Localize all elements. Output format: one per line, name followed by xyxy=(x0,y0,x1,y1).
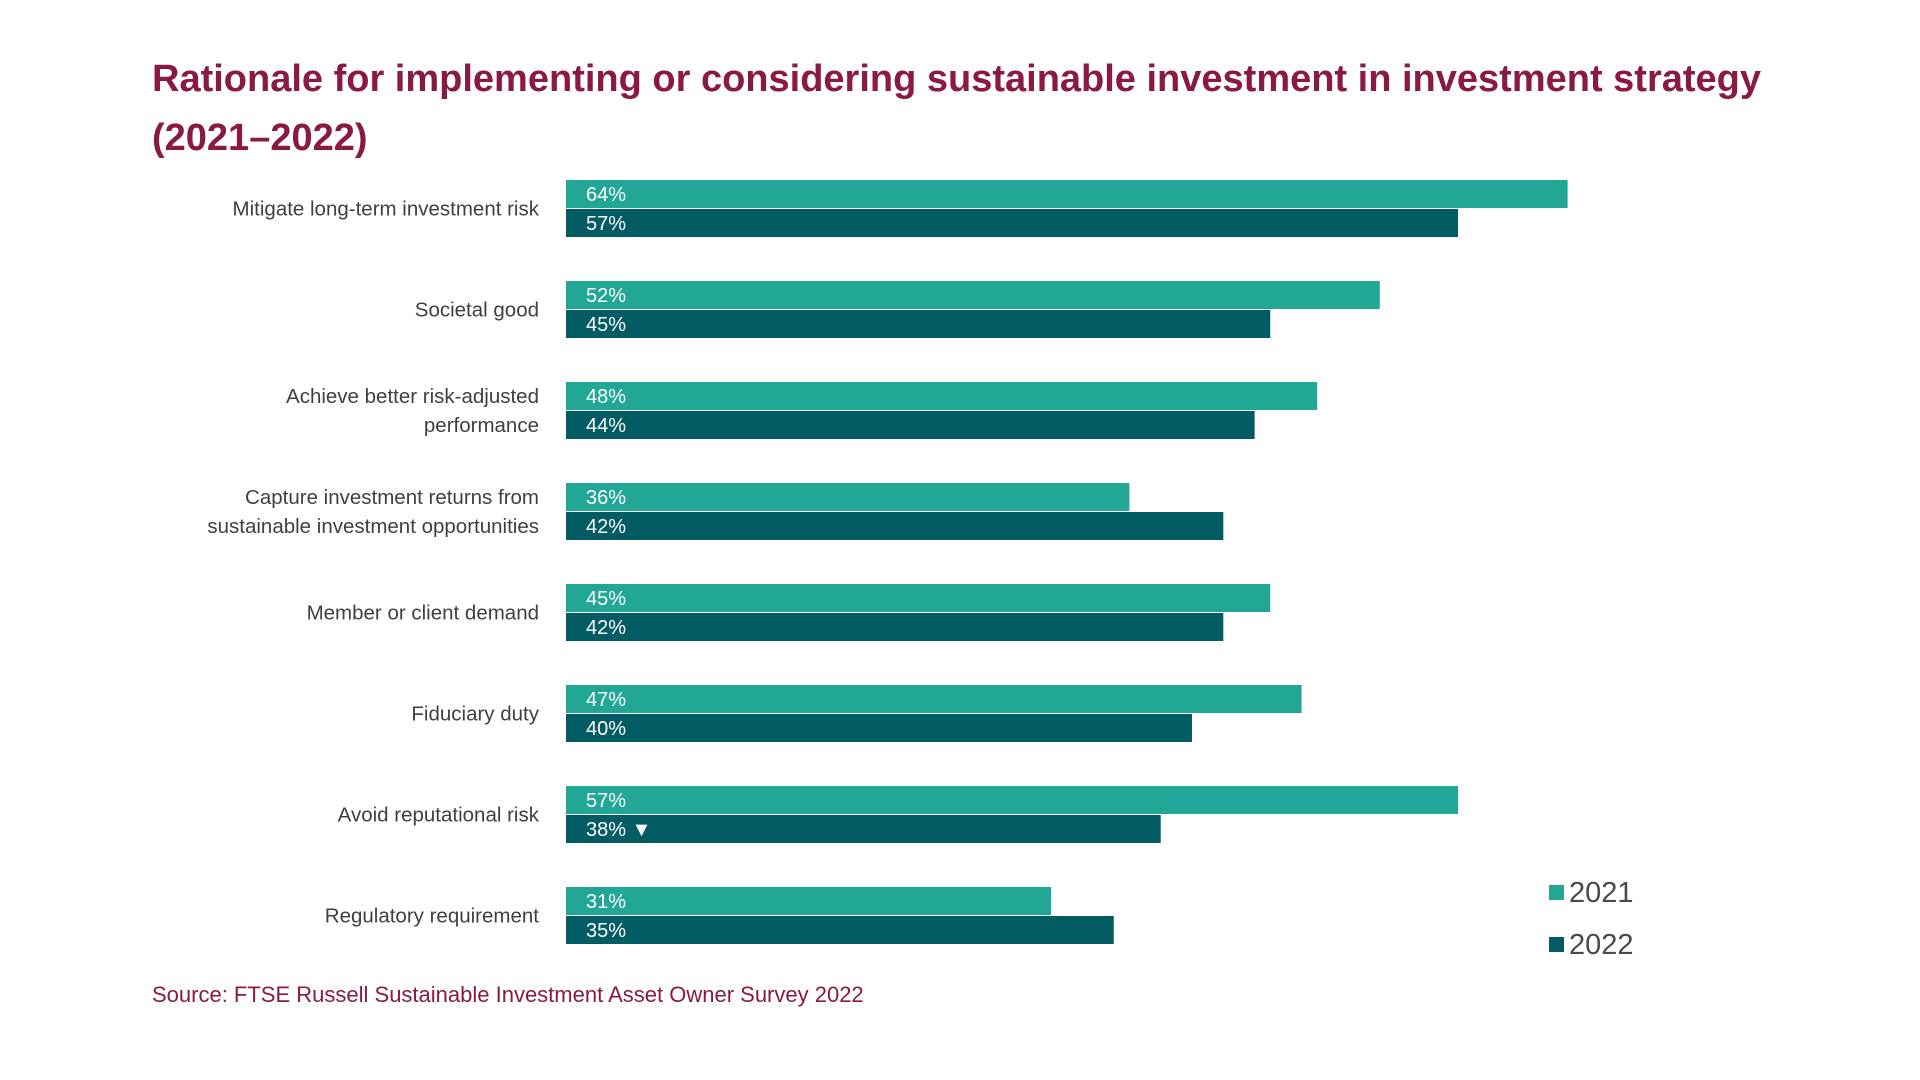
category-label: Achieve better risk-adjusted xyxy=(286,385,539,408)
bar-2021 xyxy=(566,887,1052,915)
data-label: 36% xyxy=(586,487,626,509)
category-label: performance xyxy=(424,414,539,437)
bar-2021 xyxy=(566,483,1130,511)
bars-layer: Mitigate long-term investment risk 64% 57%… xyxy=(207,180,1568,944)
category-label: Mitigate long-term investment risk xyxy=(233,198,540,221)
bar-2022 xyxy=(566,310,1271,338)
data-label: 42% xyxy=(586,617,626,639)
bar-2022 xyxy=(566,714,1192,742)
data-label: 42% xyxy=(586,516,626,538)
bar-2021 xyxy=(566,584,1271,612)
bar-2021 xyxy=(566,382,1318,410)
data-label: 47% xyxy=(586,689,626,711)
data-label: 44% xyxy=(586,415,626,437)
bar-2021 xyxy=(566,180,1568,208)
bar-2022 xyxy=(566,916,1114,944)
data-label: 45% xyxy=(586,588,626,610)
category-label: Avoid reputational risk xyxy=(338,804,540,827)
bar-2022 xyxy=(566,815,1161,843)
category-label: Fiduciary duty xyxy=(411,703,539,726)
bar-2021 xyxy=(566,281,1380,309)
category-label: Societal good xyxy=(415,299,539,322)
legend: 2021 2022 xyxy=(1549,877,1634,960)
legend-swatch-2021 xyxy=(1549,885,1564,900)
data-label: 57% xyxy=(586,790,626,812)
legend-swatch-2022 xyxy=(1549,937,1564,952)
category-label: Capture investment returns from xyxy=(245,486,539,509)
source-note: Source: FTSE Russell Sustainable Investm… xyxy=(152,982,864,1007)
bar-2021 xyxy=(566,685,1302,713)
legend-label: 2021 xyxy=(1569,877,1634,909)
bar-chart: Mitigate long-term investment risk 64% 57%… xyxy=(207,180,1634,960)
bar-2022 xyxy=(566,209,1459,237)
chart-title: Rationale for implementing or considerin… xyxy=(152,58,1762,159)
data-label: 38% ▼ xyxy=(586,819,651,841)
bar-2022 xyxy=(566,613,1224,641)
bar-2022 xyxy=(566,411,1255,439)
data-label: 35% xyxy=(586,920,626,942)
category-label: sustainable investment opportunities xyxy=(207,515,539,538)
data-label: 52% xyxy=(586,285,626,307)
data-label: 57% xyxy=(586,213,626,235)
category-label: Regulatory requirement xyxy=(325,905,540,928)
data-label: 31% xyxy=(586,891,626,913)
data-label: 64% xyxy=(586,184,626,206)
bar-2022 xyxy=(566,512,1224,540)
bar-2021 xyxy=(566,786,1459,814)
data-label: 40% xyxy=(586,718,626,740)
legend-label: 2022 xyxy=(1569,929,1634,960)
data-label: 48% xyxy=(586,386,626,408)
data-label: 45% xyxy=(586,314,626,336)
category-label: Member or client demand xyxy=(307,602,539,625)
